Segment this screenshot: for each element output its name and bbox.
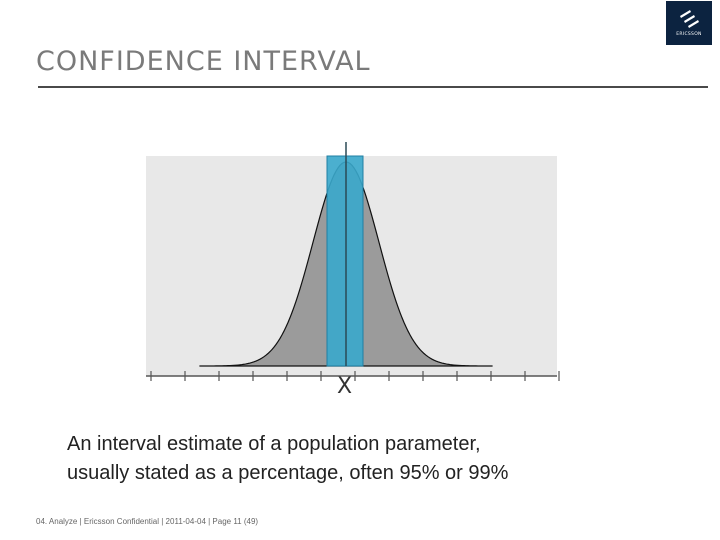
slide-footer: 04. Analyze | Ericsson Confidential | 20…	[36, 517, 259, 526]
confidence-interval-band	[326, 155, 364, 367]
slide-title: Confidence interval	[36, 46, 371, 77]
logo-wordmark: ERICSSON	[676, 32, 702, 37]
body-line-2: usually stated as a percentage, often 95…	[67, 462, 509, 484]
slide-body: An interval estimate of a population par…	[67, 430, 687, 488]
x-axis-label: X	[337, 374, 353, 399]
body-line-1: An interval estimate of a population par…	[67, 433, 481, 455]
ericsson-logo: ERICSSON	[666, 1, 712, 45]
x-axis-ticks	[150, 371, 560, 381]
ericsson-logo-mark-icon	[680, 10, 699, 28]
normal-distribution-chart	[146, 142, 560, 381]
title-divider	[38, 86, 708, 88]
